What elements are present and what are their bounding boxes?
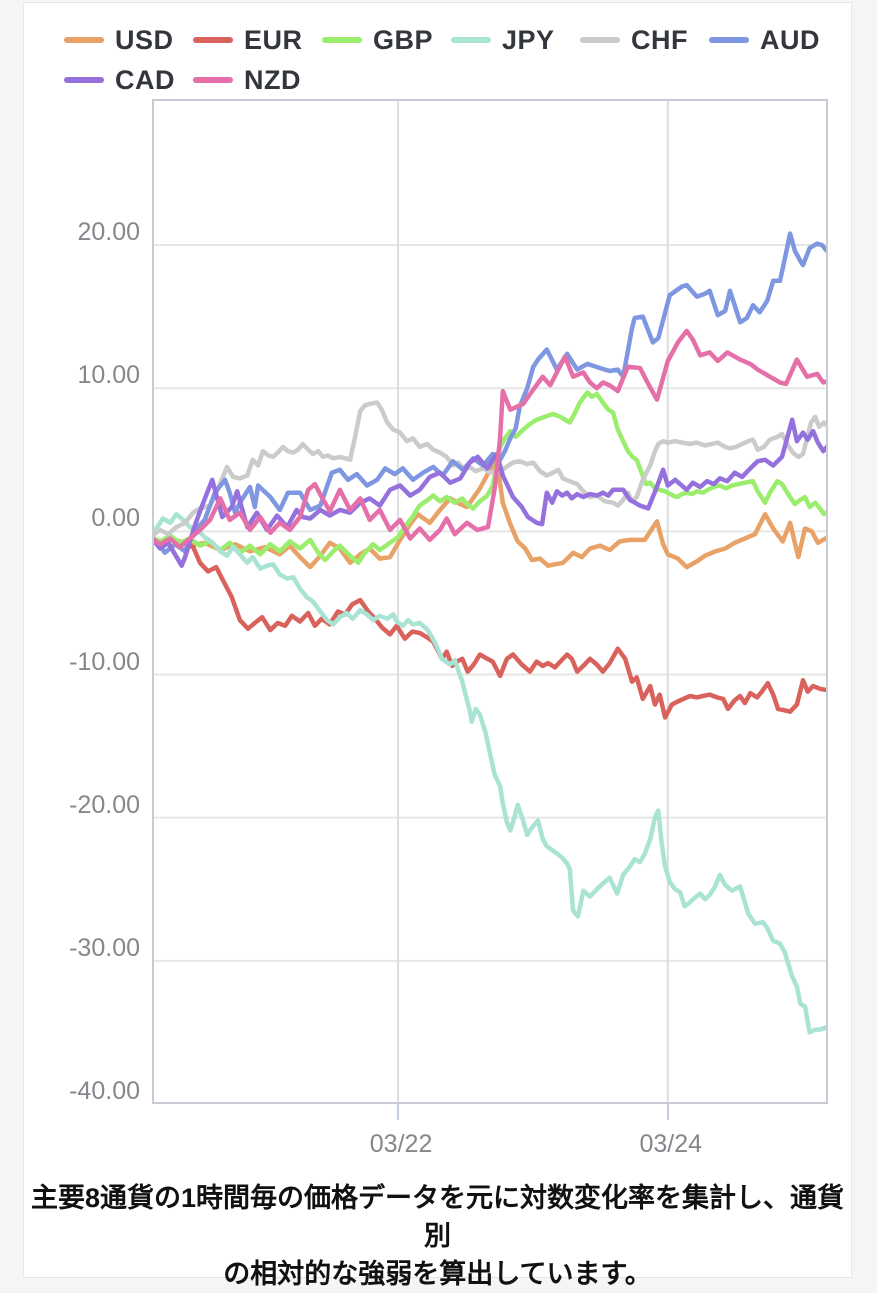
- legend-item-AUD[interactable]: AUD: [709, 23, 838, 57]
- legend-label: JPY: [502, 24, 555, 55]
- y-axis-label: -30.00: [69, 933, 140, 962]
- legend-label: AUD: [760, 24, 820, 55]
- series-line-GBP: [152, 390, 828, 566]
- legend-swatch-icon: [709, 37, 749, 43]
- legend-label: CHF: [631, 24, 688, 55]
- legend-label: GBP: [373, 24, 434, 55]
- chart-caption: 主要8通貨の1時間毎の価格データを元に対数変化率を集計し、通貨別 の相対的な強弱…: [24, 1179, 851, 1293]
- y-axis-label: 20.00: [77, 218, 140, 247]
- legend-label: CAD: [115, 64, 175, 95]
- legend-item-CHF[interactable]: CHF: [580, 23, 709, 57]
- series-line-EUR: [152, 536, 828, 720]
- series-line-USD: [152, 458, 828, 570]
- legend-swatch-icon: [193, 77, 233, 83]
- legend-item-JPY[interactable]: JPY: [451, 23, 580, 57]
- legend-item-NZD[interactable]: NZD: [193, 63, 322, 97]
- x-axis-label: 03/22: [369, 1130, 433, 1158]
- y-axis-label: 0.00: [91, 504, 140, 533]
- legend-item-CAD[interactable]: CAD: [64, 63, 193, 97]
- legend-item-USD[interactable]: USD: [64, 23, 193, 57]
- currency-strength-chart: [152, 99, 828, 1104]
- y-axis-label: -10.00: [69, 647, 140, 676]
- legend-swatch-icon: [64, 37, 104, 43]
- x-axis-label: 03/24: [639, 1130, 703, 1158]
- legend-label: EUR: [244, 24, 303, 55]
- series-line-CAD: [152, 417, 828, 568]
- series-line-AUD: [152, 231, 828, 556]
- legend-item-GBP[interactable]: GBP: [322, 23, 451, 57]
- legend-item-EUR[interactable]: EUR: [193, 23, 322, 57]
- legend-swatch-icon: [580, 37, 620, 43]
- y-axis: 20.00 10.00 0.00 -10.00 -20.00 -30.00 -40.00: [24, 99, 140, 1105]
- legend-label: USD: [115, 24, 174, 55]
- legend-label: NZD: [244, 64, 301, 95]
- x-axis-tick: [397, 1104, 400, 1120]
- y-axis-label: 10.00: [77, 361, 140, 390]
- x-axis-tick: [666, 1104, 669, 1120]
- legend-swatch-icon: [64, 77, 104, 83]
- legend-swatch-icon: [322, 37, 362, 43]
- y-axis-label: -40.00: [69, 1077, 140, 1105]
- caption-line-2: の相対的な強弱を算出しています。: [223, 1259, 652, 1289]
- legend: USD EUR GBP JPY CHF AUD CAD NZD: [64, 23, 844, 97]
- chart-card: USD EUR GBP JPY CHF AUD CAD NZD 20.00 10.00 0.00 -…: [23, 2, 852, 1289]
- y-axis-label: -20.00: [69, 790, 140, 819]
- legend-swatch-icon: [451, 37, 491, 43]
- plot-area: [152, 99, 828, 1104]
- series-line-NZD: [152, 328, 828, 550]
- caption-line-1: 主要8通貨の1時間毎の価格データを元に対数変化率を集計し、通貨別: [30, 1183, 845, 1251]
- series-line-JPY: [152, 511, 828, 1035]
- legend-swatch-icon: [193, 37, 233, 43]
- plot-border: [152, 99, 828, 1104]
